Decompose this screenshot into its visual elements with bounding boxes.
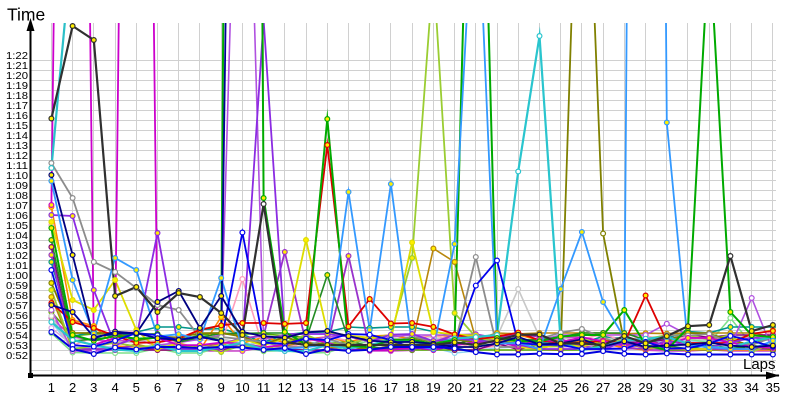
svg-text:32: 32	[702, 380, 716, 395]
svg-text:1:01: 1:01	[6, 260, 28, 272]
svg-text:27: 27	[596, 380, 610, 395]
svg-text:1:15: 1:15	[6, 120, 28, 132]
svg-text:1:14: 1:14	[6, 130, 28, 142]
svg-text:Time: Time	[7, 5, 45, 25]
svg-text:1:22: 1:22	[6, 50, 28, 62]
svg-text:11: 11	[257, 380, 271, 395]
svg-text:1:03: 1:03	[6, 240, 28, 252]
svg-text:5: 5	[133, 380, 140, 395]
svg-text:0:58: 0:58	[6, 290, 28, 302]
svg-text:10: 10	[235, 380, 249, 395]
svg-text:4: 4	[111, 380, 118, 395]
svg-text:35: 35	[766, 380, 780, 395]
svg-text:9: 9	[218, 380, 225, 395]
svg-text:25: 25	[553, 380, 567, 395]
svg-text:13: 13	[299, 380, 313, 395]
svg-text:1:11: 1:11	[6, 160, 28, 172]
svg-text:1:19: 1:19	[6, 80, 28, 92]
svg-text:15: 15	[341, 380, 355, 395]
svg-text:1:18: 1:18	[6, 90, 28, 102]
svg-text:1:17: 1:17	[6, 100, 28, 112]
svg-text:31: 31	[681, 380, 695, 395]
svg-text:1:13: 1:13	[6, 140, 28, 152]
svg-text:20: 20	[447, 380, 461, 395]
svg-text:18: 18	[405, 380, 419, 395]
svg-text:33: 33	[723, 380, 737, 395]
svg-text:34: 34	[744, 380, 758, 395]
svg-text:1:04: 1:04	[6, 230, 28, 242]
svg-text:1:00: 1:00	[6, 270, 28, 282]
svg-text:0:54: 0:54	[6, 330, 28, 342]
svg-text:21: 21	[469, 380, 483, 395]
svg-text:0:59: 0:59	[6, 280, 28, 292]
svg-text:16: 16	[362, 380, 376, 395]
svg-text:17: 17	[384, 380, 398, 395]
svg-text:1:05: 1:05	[6, 220, 28, 232]
svg-text:1:10: 1:10	[6, 170, 28, 182]
svg-text:0:56: 0:56	[6, 310, 28, 322]
svg-text:14: 14	[320, 380, 334, 395]
svg-text:23: 23	[511, 380, 525, 395]
svg-text:19: 19	[426, 380, 440, 395]
svg-text:0:57: 0:57	[6, 300, 28, 312]
svg-text:29: 29	[638, 380, 652, 395]
svg-text:22: 22	[490, 380, 504, 395]
svg-text:0:55: 0:55	[6, 320, 28, 332]
svg-text:1: 1	[48, 380, 55, 395]
svg-text:0:52: 0:52	[6, 350, 28, 362]
svg-text:26: 26	[575, 380, 589, 395]
svg-text:1:02: 1:02	[6, 250, 28, 262]
svg-text:7: 7	[175, 380, 182, 395]
svg-text:30: 30	[660, 380, 674, 395]
svg-text:24: 24	[532, 380, 546, 395]
svg-text:Laps: Laps	[743, 356, 776, 373]
svg-text:1:21: 1:21	[6, 60, 28, 72]
svg-text:1:12: 1:12	[6, 150, 28, 162]
svg-text:1:20: 1:20	[6, 70, 28, 82]
svg-text:1:09: 1:09	[6, 180, 28, 192]
svg-text:1:07: 1:07	[6, 200, 28, 212]
svg-text:1:16: 1:16	[6, 110, 28, 122]
svg-text:1:08: 1:08	[6, 190, 28, 202]
svg-text:28: 28	[617, 380, 631, 395]
svg-text:12: 12	[278, 380, 292, 395]
svg-text:2: 2	[69, 380, 76, 395]
svg-text:1:06: 1:06	[6, 210, 28, 222]
svg-text:6: 6	[154, 380, 161, 395]
svg-text:3: 3	[90, 380, 97, 395]
svg-text:0:53: 0:53	[6, 340, 28, 352]
svg-text:8: 8	[196, 380, 203, 395]
